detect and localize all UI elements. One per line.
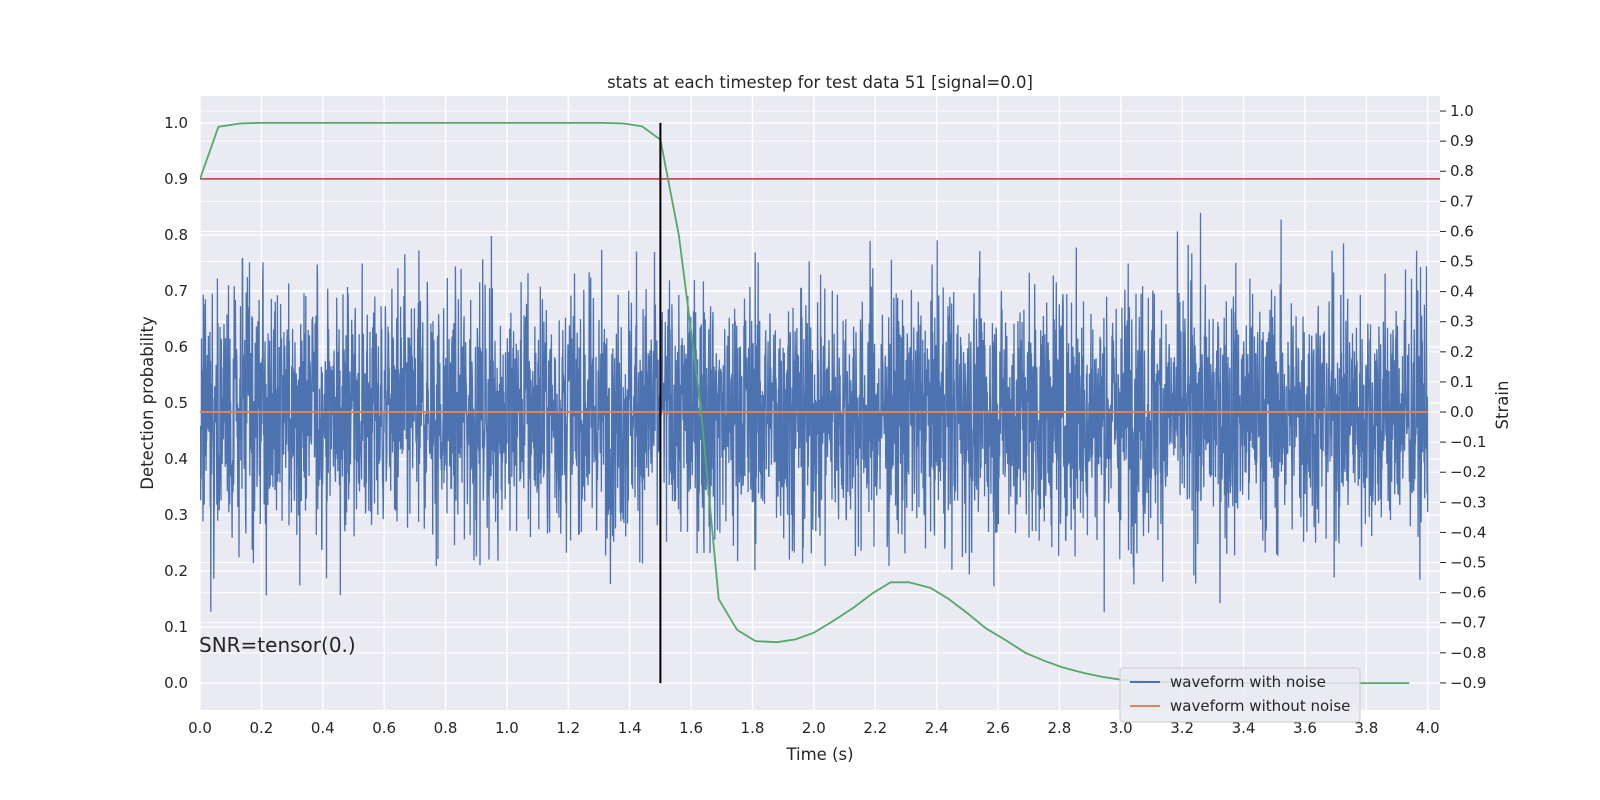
legend-box <box>1119 667 1361 723</box>
y-right-tick-label: 0.8 <box>1450 162 1474 180</box>
x-tick-label: 0.6 <box>372 719 396 737</box>
x-tick-labels: 0.0 0.2 0.4 0.6 0.8 1.0 1.2 1.4 1.6 1.8 2.0 2.2 2.4 2… <box>188 719 1440 737</box>
y-right-tick-label: −0.7 <box>1450 614 1486 632</box>
x-tick-label: 4.0 <box>1416 719 1440 737</box>
y-left-tick-label: 0.1 <box>164 618 188 636</box>
y-right-tick-label: −0.4 <box>1450 523 1486 541</box>
x-tick-label: 0.2 <box>249 719 273 737</box>
y-left-tick-label: 0.6 <box>164 338 188 356</box>
snr-annotation: SNR=tensor(0.) <box>199 633 356 657</box>
x-tick-label: 1.4 <box>618 719 642 737</box>
y-right-tick-label: −0.1 <box>1450 433 1486 451</box>
y-right-tick-label: 0.4 <box>1450 283 1474 301</box>
y-right-tick-label: −0.2 <box>1450 463 1486 481</box>
y-right-tick-label: 1.0 <box>1450 102 1474 120</box>
y-right-tick-label: 0.2 <box>1450 343 1474 361</box>
y-left-tick-label: 0.4 <box>164 450 188 468</box>
x-tick-label: 1.6 <box>679 719 703 737</box>
y-right-tick-label: 0.7 <box>1450 192 1474 210</box>
x-tick-label: 3.6 <box>1293 719 1317 737</box>
x-tick-label: 2.2 <box>863 719 887 737</box>
x-tick-label: 2.4 <box>925 719 949 737</box>
x-axis-label: Time (s) <box>785 745 853 764</box>
y-left-tick-label: 0.8 <box>164 226 188 244</box>
y-right-tick-label: 0.3 <box>1450 313 1474 331</box>
legend-label-noise: waveform with noise <box>1170 673 1326 691</box>
y-left-tick-labels: 0.0 0.1 0.2 0.3 0.4 0.5 0.6 0.7 0.8 0.9 1.0 <box>164 114 188 692</box>
y-right-tick-label: 0.9 <box>1450 132 1474 150</box>
legend-label-clean: waveform without noise <box>1170 697 1350 715</box>
x-tick-label: 2.6 <box>986 719 1010 737</box>
x-tick-label: 3.2 <box>1170 719 1194 737</box>
y-left-tick-label: 0.7 <box>164 282 188 300</box>
y-left-axis-label: Detection probability <box>138 316 157 490</box>
y-right-tick-label: −0.3 <box>1450 493 1486 511</box>
chart-title: stats at each timestep for test data 51 … <box>607 73 1033 92</box>
y-right-axis-label: Strain <box>1493 381 1512 430</box>
x-tick-label: 0.8 <box>434 719 458 737</box>
y-right-tick-label: −0.6 <box>1450 584 1486 602</box>
series-waveform-with-noise <box>200 212 1429 613</box>
y-right-tick-labels: −0.9 −0.8 −0.7 −0.6 −0.5 −0.4 −0.3 −0.2 −0.1 0.0 0… <box>1440 102 1486 692</box>
y-left-tick-label: 0.0 <box>164 674 188 692</box>
x-tick-label: 0.4 <box>311 719 335 737</box>
y-left-tick-label: 0.3 <box>164 506 188 524</box>
x-tick-label: 1.8 <box>741 719 765 737</box>
y-right-tick-label: 0.6 <box>1450 222 1474 240</box>
y-left-tick-label: 0.2 <box>164 562 188 580</box>
y-right-tick-label: 0.5 <box>1450 253 1474 271</box>
y-right-tick-label: −0.8 <box>1450 644 1486 662</box>
x-tick-label: 0.0 <box>188 719 212 737</box>
y-right-tick-label: −0.5 <box>1450 554 1486 572</box>
x-tick-label: 1.0 <box>495 719 519 737</box>
legend: waveform with noise waveform without noi… <box>1119 667 1361 723</box>
y-left-tick-label: 0.9 <box>164 170 188 188</box>
x-tick-label: 2.8 <box>1047 719 1071 737</box>
x-tick-label: 3.4 <box>1232 719 1256 737</box>
y-right-tick-label: 0.1 <box>1450 373 1474 391</box>
x-tick-label: 1.2 <box>556 719 580 737</box>
y-left-tick-label: 0.5 <box>164 394 188 412</box>
x-tick-label: 3.8 <box>1354 719 1378 737</box>
x-tick-label: 3.0 <box>1109 719 1133 737</box>
y-right-tick-label: −0.9 <box>1450 674 1486 692</box>
y-right-tick-label: 0.0 <box>1450 403 1474 421</box>
x-tick-label: 2.0 <box>802 719 826 737</box>
y-left-tick-label: 1.0 <box>164 114 188 132</box>
